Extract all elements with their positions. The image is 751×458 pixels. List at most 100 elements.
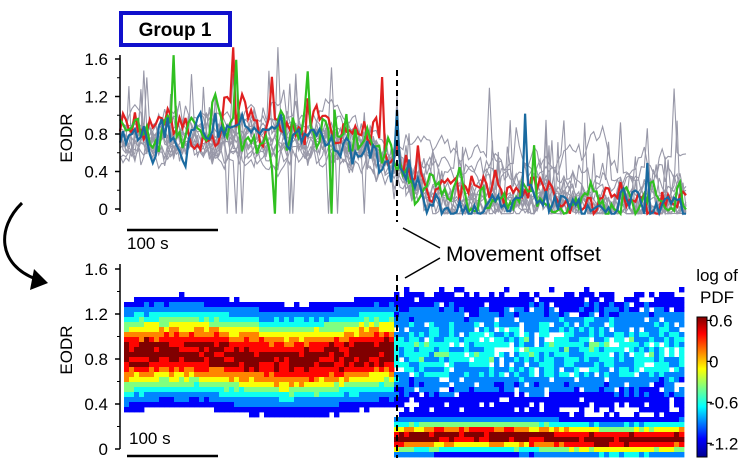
heatmap-cell <box>619 417 625 423</box>
heatmap-cell <box>504 447 510 453</box>
heatmap-cell <box>374 387 380 393</box>
heatmap-cell <box>369 327 375 333</box>
heatmap-cell <box>289 402 295 408</box>
heatmap-cell <box>354 322 360 328</box>
heatmap-cell <box>679 412 685 418</box>
heatmap-cell <box>649 427 655 433</box>
heatmap-cell <box>594 382 600 388</box>
heatmap-cell <box>624 332 630 338</box>
heatmap-cell <box>474 442 480 448</box>
heatmap-cell <box>569 367 575 373</box>
heatmap-cell <box>339 347 345 353</box>
heatmap-cell <box>224 357 230 363</box>
heatmap-cell <box>494 427 500 433</box>
heatmap-cell <box>584 392 590 398</box>
heatmap-cell <box>429 332 435 338</box>
heatmap-cell <box>669 347 675 353</box>
heatmap-cell <box>609 432 615 438</box>
heatmap-cell <box>189 342 195 348</box>
heatmap-cell <box>604 372 610 378</box>
heatmap-cell <box>354 327 360 333</box>
heatmap-cell <box>584 347 590 353</box>
heatmap-cell <box>534 312 540 318</box>
heatmap-cell <box>169 402 175 408</box>
heatmap-cell <box>164 342 170 348</box>
heatmap-cell <box>474 302 480 308</box>
heatmap-cell <box>169 307 175 313</box>
heatmap-cell <box>184 357 190 363</box>
heatmap-cell <box>349 312 355 318</box>
heatmap-cell <box>639 427 645 433</box>
heatmap-cell <box>599 317 605 323</box>
heatmap-cell <box>509 452 515 458</box>
heatmap-cell <box>369 382 375 388</box>
heatmap-cell <box>504 382 510 388</box>
heatmap-cell <box>209 387 215 393</box>
heatmap-cell <box>559 362 565 368</box>
heatmap-cell <box>384 352 390 358</box>
heatmap-cell <box>419 367 425 373</box>
heatmap-cell <box>499 442 505 448</box>
heatmap-cell <box>144 367 150 373</box>
heatmap-cell <box>494 322 500 328</box>
heatmap-cell <box>554 427 560 433</box>
heatmap-cell <box>594 422 600 428</box>
heatmap-cell <box>469 347 475 353</box>
heatmap-cell <box>644 442 650 448</box>
heatmap-cell <box>474 307 480 313</box>
heatmap-cell <box>514 422 520 428</box>
heatmap-cell <box>614 352 620 358</box>
heatmap-cell <box>639 342 645 348</box>
heatmap-cell <box>489 322 495 328</box>
heatmap-cell <box>484 377 490 383</box>
heatmap-cell <box>469 337 475 343</box>
heatmap-cell <box>549 422 555 428</box>
heatmap-cell <box>209 382 215 388</box>
heatmap-cell <box>389 352 395 358</box>
heatmap-cell <box>294 332 300 338</box>
heatmap-cell <box>219 367 225 373</box>
heatmap-cell <box>224 332 230 338</box>
colorbar-title-line1: log of <box>696 266 738 285</box>
heatmap-cell <box>184 387 190 393</box>
heatmap-cell <box>404 417 410 423</box>
heatmap-cell <box>134 352 140 358</box>
heatmap-cell <box>454 287 460 293</box>
heatmap-cell <box>639 452 645 458</box>
heatmap-cell <box>329 337 335 343</box>
heatmap-cell <box>134 337 140 343</box>
heatmap-cell <box>344 357 350 363</box>
heatmap-cell <box>489 367 495 373</box>
heatmap-cell <box>234 347 240 353</box>
heatmap-cell <box>129 357 135 363</box>
heatmap-cell <box>324 352 330 358</box>
heatmap-cell <box>519 392 525 398</box>
heatmap-cell <box>324 357 330 363</box>
heatmap-cell <box>234 312 240 318</box>
heatmap-cell <box>329 352 335 358</box>
heatmap-cell <box>349 397 355 403</box>
heatmap-cell <box>464 437 470 443</box>
heatmap-cell <box>174 322 180 328</box>
heatmap-cell <box>214 342 220 348</box>
heatmap-cell <box>174 382 180 388</box>
heatmap-cell <box>264 327 270 333</box>
heatmap-cell <box>454 357 460 363</box>
heatmap-cell <box>514 417 520 423</box>
heatmap-cell <box>144 347 150 353</box>
heatmap-cell <box>309 367 315 373</box>
heatmap-cell <box>524 342 530 348</box>
heatmap-cell <box>144 392 150 398</box>
heatmap-cell <box>409 357 415 363</box>
heatmap-cell <box>599 387 605 393</box>
heatmap-cell <box>404 447 410 453</box>
heatmap-cell <box>484 387 490 393</box>
heatmap-cell <box>279 367 285 373</box>
heatmap-cell <box>364 297 370 303</box>
heatmap-cell <box>444 427 450 433</box>
heatmap-cell <box>464 362 470 368</box>
heatmap-cell <box>254 347 260 353</box>
heatmap-cell <box>574 362 580 368</box>
heatmap-cell <box>259 327 265 333</box>
heatmap-cell <box>629 337 635 343</box>
